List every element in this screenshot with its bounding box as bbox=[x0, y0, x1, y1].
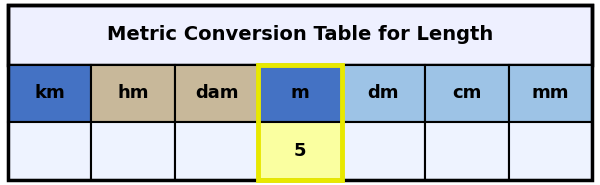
Bar bbox=[8, 122, 91, 180]
Text: mm: mm bbox=[532, 84, 569, 102]
Text: dm: dm bbox=[368, 84, 399, 102]
Bar bbox=[342, 122, 425, 180]
Text: Metric Conversion Table for Length: Metric Conversion Table for Length bbox=[107, 25, 493, 44]
Text: 5: 5 bbox=[294, 142, 306, 160]
Text: hm: hm bbox=[118, 84, 149, 102]
Text: dam: dam bbox=[195, 84, 238, 102]
Bar bbox=[425, 122, 509, 180]
Bar bbox=[258, 122, 342, 180]
Bar bbox=[342, 65, 425, 122]
Bar bbox=[91, 65, 175, 122]
Bar bbox=[258, 65, 342, 122]
Bar bbox=[91, 122, 175, 180]
Bar bbox=[258, 65, 342, 180]
Text: cm: cm bbox=[452, 84, 482, 102]
Text: m: m bbox=[290, 84, 310, 102]
Bar bbox=[175, 65, 258, 122]
Bar bbox=[509, 122, 592, 180]
Bar bbox=[509, 65, 592, 122]
Bar bbox=[175, 122, 258, 180]
Text: km: km bbox=[34, 84, 65, 102]
Bar bbox=[8, 5, 592, 65]
Bar bbox=[425, 65, 509, 122]
Bar bbox=[8, 65, 91, 122]
